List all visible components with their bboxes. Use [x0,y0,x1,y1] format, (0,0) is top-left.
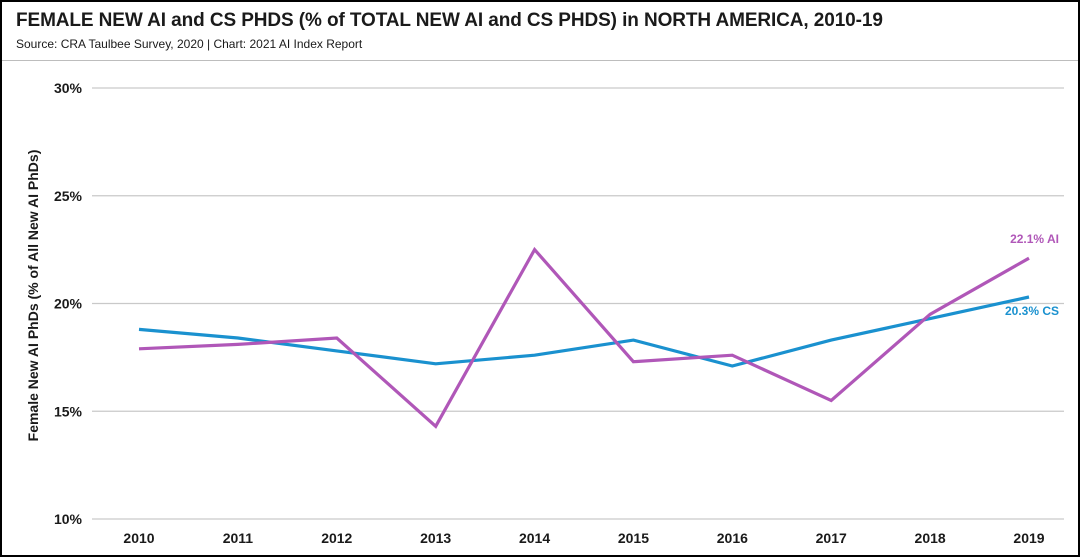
series-lines [138,246,1030,429]
end-label-cs: 20.3% CS [1005,304,1059,318]
x-tick-label: 2019 [1013,530,1044,546]
chart-subtitle: Source: CRA Taulbee Survey, 2020 | Chart… [16,37,363,51]
y-tick-label: 25% [54,188,83,204]
series-line-ai [138,246,1030,429]
y-axis-tick-labels: 10% 15% 20% 25% 30% [54,80,83,527]
x-tick-label: 2013 [420,530,451,546]
x-tick-label: 2016 [717,530,748,546]
x-tick-label: 2014 [519,530,550,546]
y-tick-label: 10% [54,511,83,527]
gridlines [92,87,1064,520]
x-tick-label: 2011 [223,530,254,546]
x-axis-tick-labels: 2010 2011 2012 2013 2014 2015 2016 2017 2018 2019 [123,530,1044,546]
end-label-ai: 22.1% AI [1010,232,1059,246]
x-tick-label: 2010 [123,530,154,546]
x-tick-label: 2015 [618,530,649,546]
header-divider [2,60,1078,61]
y-tick-label: 15% [54,403,83,419]
x-tick-label: 2018 [915,530,946,546]
end-labels: 22.1% AI 20.3% CS [1005,232,1059,318]
y-tick-label: 20% [54,296,83,312]
x-tick-label: 2012 [321,530,352,546]
series-line-cs [138,295,1030,368]
y-tick-label: 30% [54,80,83,96]
y-axis-title: Female New AI PhDs (% of All New AI PhDs… [25,150,41,442]
chart-title: FEMALE NEW AI and CS PHDS (% of TOTAL NE… [16,10,883,31]
x-tick-label: 2017 [816,530,847,546]
